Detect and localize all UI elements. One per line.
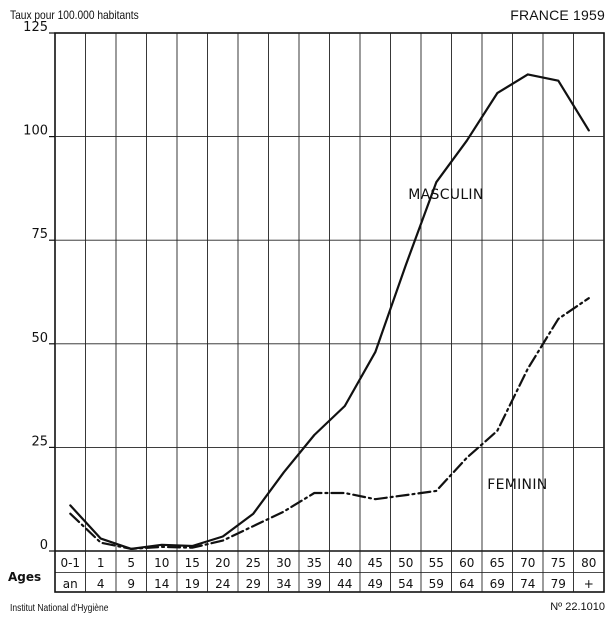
series-lines: [69, 73, 590, 551]
x-tick-label-bottom: 69: [490, 577, 505, 591]
x-tick-label-top: 50: [398, 556, 413, 570]
x-tick-label-top: 40: [337, 556, 352, 570]
reference-number: Nº 22.1010: [550, 601, 605, 613]
source-note: Institut National d'Hygiène: [10, 603, 109, 614]
x-tick-label-top: 20: [215, 556, 230, 570]
grid-lines: [49, 32, 604, 592]
series-label-feminin: FEMININ: [487, 477, 547, 493]
x-tick-label-bottom: 79: [551, 577, 566, 591]
x-tick-label-bottom: 4: [97, 577, 105, 591]
series-labels: MASCULIN FEMININ: [408, 187, 547, 493]
y-tick-label: 75: [31, 227, 48, 242]
series-label-masculin: MASCULIN: [408, 187, 483, 203]
series-line-masculin: [69, 73, 590, 551]
x-tick-label-bottom: 19: [185, 577, 200, 591]
x-tick-label-bottom: an: [63, 577, 78, 591]
series-line-feminin: [69, 297, 590, 551]
x-tick-label-bottom: 59: [429, 577, 444, 591]
x-tick-label-top: 30: [276, 556, 291, 570]
x-tick-label-bottom: 39: [307, 577, 322, 591]
x-tick-labels: 0-1an14591014151920242529303435394044454…: [8, 556, 596, 591]
y-tick-labels: 0 25 50 75 100 125: [23, 20, 48, 553]
x-tick-label-top: 70: [520, 556, 535, 570]
y-tick-label: 25: [31, 434, 48, 449]
x-tick-label-top: 65: [490, 556, 505, 570]
x-tick-label-bottom: 64: [459, 577, 474, 591]
x-tick-label-top: 45: [368, 556, 383, 570]
x-tick-label-top: 25: [246, 556, 261, 570]
y-tick-label: 125: [23, 20, 48, 35]
chart-title: FRANCE 1959: [510, 7, 605, 23]
x-tick-label-bottom: 44: [337, 577, 352, 591]
x-tick-label-bottom: 29: [246, 577, 261, 591]
x-tick-label-top: 60: [459, 556, 474, 570]
y-axis-title: Taux pour 100.000 habitants: [10, 8, 139, 22]
x-tick-label-top: 80: [581, 556, 596, 570]
x-tick-label-top: 1: [97, 556, 105, 570]
x-tick-label-bottom: 49: [368, 577, 383, 591]
x-tick-label-bottom: 54: [398, 577, 413, 591]
y-tick-label: 100: [23, 124, 48, 139]
x-tick-label-top: 5: [127, 556, 135, 570]
x-tick-label-top: 55: [429, 556, 444, 570]
x-tick-label-top: 75: [551, 556, 566, 570]
x-tick-label-bottom: +: [584, 577, 594, 591]
x-tick-label-bottom: 14: [154, 577, 169, 591]
x-axis-title: Ages: [8, 570, 41, 584]
x-tick-label-top: 0-1: [60, 556, 80, 570]
x-tick-label-top: 35: [307, 556, 322, 570]
x-tick-label-bottom: 24: [215, 577, 230, 591]
x-tick-label-top: 10: [154, 556, 169, 570]
y-tick-label: 50: [31, 331, 48, 346]
x-tick-label-bottom: 9: [127, 577, 135, 591]
y-tick-label: 0: [40, 538, 48, 553]
x-tick-label-bottom: 34: [276, 577, 291, 591]
x-tick-label-top: 15: [185, 556, 200, 570]
x-tick-label-bottom: 74: [520, 577, 535, 591]
